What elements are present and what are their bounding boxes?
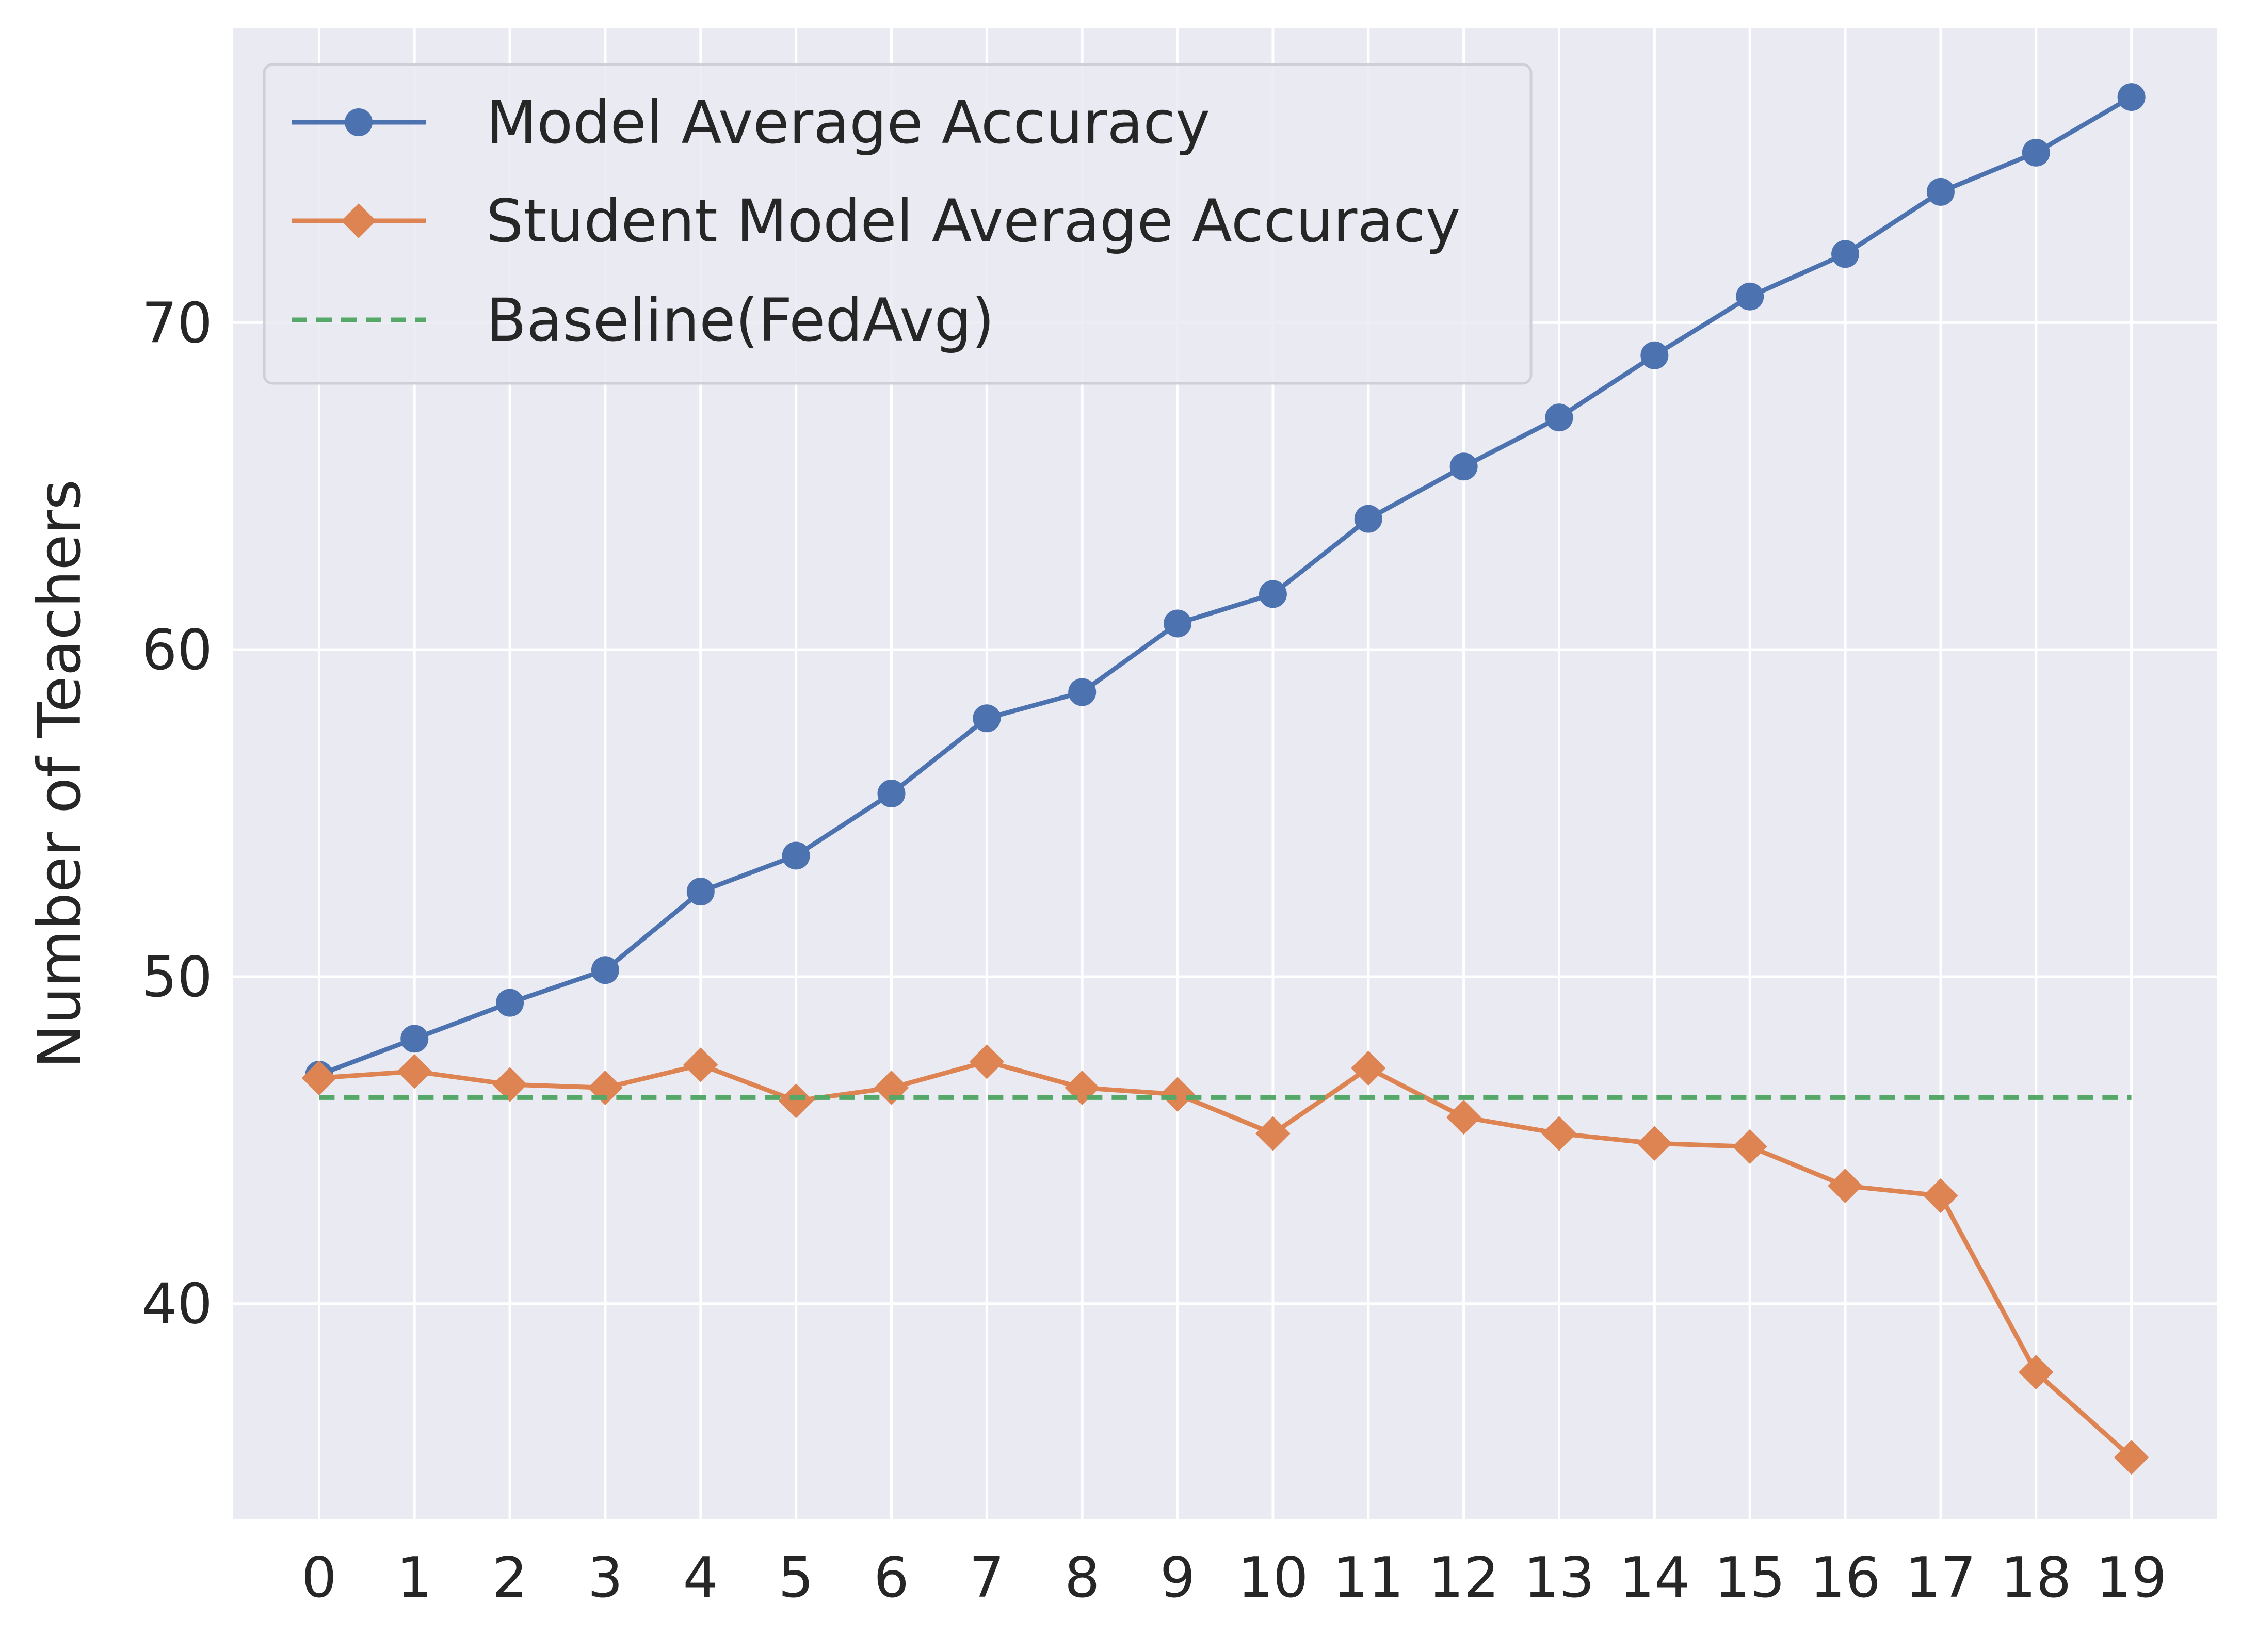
x-tick-label: 16 (1810, 1546, 1880, 1610)
series-2-point (2019, 1355, 2054, 1390)
x-tick-label: 17 (1905, 1546, 1976, 1610)
x-tick-label: 5 (778, 1546, 814, 1610)
series-1-point (1736, 282, 1764, 311)
series-1-point (782, 841, 810, 870)
x-tick-label: 9 (1160, 1546, 1196, 1610)
series-1-point (1640, 341, 1669, 369)
series-2-point (1446, 1099, 1481, 1135)
legend-label: Baseline(FedAvg) (486, 286, 994, 354)
x-tick-label: 15 (1714, 1546, 1785, 1610)
x-tick-label: 7 (969, 1546, 1005, 1610)
series-1-point (686, 878, 715, 906)
x-tick-label: 19 (2096, 1546, 2167, 1610)
series-1-point (1259, 580, 1287, 608)
series-1-point (1068, 678, 1097, 706)
series-1-point (1164, 609, 1192, 638)
x-tick-label: 4 (683, 1546, 718, 1610)
series-1-point (877, 780, 906, 808)
series-layer (301, 83, 2149, 1475)
series-2-point (1828, 1168, 1863, 1204)
y-tick-label: 60 (142, 618, 213, 683)
series-1-point (1449, 452, 1478, 481)
series-2-point (683, 1047, 718, 1082)
series-2-point (397, 1054, 432, 1089)
x-tick-label: 13 (1524, 1546, 1594, 1610)
series-1-point (496, 989, 524, 1017)
y-tick-label: 50 (142, 945, 213, 1010)
series-2-point (778, 1083, 814, 1119)
series-2-point (1351, 1050, 1386, 1086)
x-tick-label: 0 (301, 1546, 337, 1610)
series-2-point (1160, 1077, 1195, 1112)
x-tick-label: 3 (588, 1546, 623, 1610)
series-2-point (1255, 1116, 1291, 1151)
legend-label: Model Average Accuracy (486, 88, 1210, 157)
series-1-point (1354, 505, 1382, 533)
series-2-point (1923, 1178, 1958, 1213)
series-2-point (301, 1060, 337, 1096)
x-tick-label: 12 (1428, 1546, 1499, 1610)
x-tick-label: 2 (492, 1546, 528, 1610)
series-1-point (1831, 240, 1860, 268)
x-tick-label: 6 (874, 1546, 909, 1610)
x-tick-label: 1 (397, 1546, 432, 1610)
series-2 (301, 1044, 2149, 1475)
series-1-point (400, 1025, 429, 1053)
legend-label: Student Model Average Accuracy (486, 187, 1460, 255)
series-1-point (591, 956, 619, 984)
y-axis-label: Number of Teachers (25, 479, 94, 1068)
y-tick-label: 70 (142, 291, 213, 355)
x-tick-label: 10 (1237, 1546, 1308, 1610)
legend-swatch-marker (341, 203, 376, 238)
series-1-point (2022, 138, 2050, 167)
series-2-point (2114, 1439, 2149, 1475)
legend-box (263, 63, 1533, 385)
legend-swatch-marker (345, 108, 373, 136)
series-1-point (2117, 83, 2146, 111)
x-tick-label: 18 (2001, 1546, 2071, 1610)
series-2-point (1637, 1126, 1672, 1161)
y-tick-label: 40 (142, 1272, 213, 1337)
series-2-line (319, 1059, 2133, 1459)
series-2-point (1541, 1116, 1577, 1151)
series-1-point (973, 704, 1001, 733)
series-1-line (318, 95, 2133, 1077)
series-2-point (492, 1067, 527, 1102)
series-2-point (969, 1044, 1005, 1079)
x-tick-label: 8 (1065, 1546, 1100, 1610)
x-tick-label: 14 (1619, 1546, 1690, 1610)
series-1 (305, 83, 2146, 1089)
series-1-point (1926, 177, 1955, 206)
legend: Model Average Accuracy Student Model Aver… (263, 63, 1533, 385)
x-tick-label: 11 (1333, 1546, 1404, 1610)
series-1-point (1545, 403, 1573, 432)
series-2-point (1732, 1129, 1767, 1164)
